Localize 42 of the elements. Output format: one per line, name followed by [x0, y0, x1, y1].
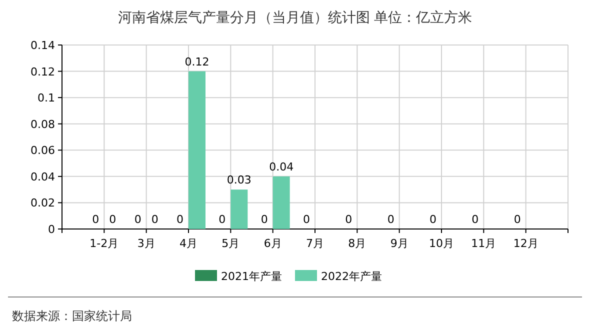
x-tick-label: 4月	[180, 237, 198, 250]
source-note: 数据来源：国家统计局	[12, 309, 132, 323]
y-tick-label: 0.04	[30, 170, 55, 184]
x-tick-label: 8月	[348, 237, 366, 250]
y-tick-label: 0	[48, 223, 55, 236]
x-tick-label: 12月	[513, 237, 538, 250]
data-label: 0	[472, 213, 479, 226]
data-label: 0	[303, 213, 310, 226]
data-label: 0.04	[269, 160, 294, 174]
data-label: 0.12	[184, 55, 210, 68]
x-tick-label: 7月	[306, 237, 324, 250]
data-label: 0.03	[226, 174, 252, 187]
y-tick-label: 0.02	[30, 196, 55, 210]
chart-title: 河南省煤层气产量分月（当月值）统计图 单位：亿立方米	[118, 10, 472, 26]
data-label: 0	[151, 213, 158, 226]
bar	[188, 71, 206, 229]
y-tick-label: 0.12	[30, 65, 55, 78]
x-tick-label: 3月	[137, 237, 156, 250]
bar	[272, 176, 290, 229]
data-label: 0	[387, 213, 394, 226]
data-label: 0	[430, 213, 436, 226]
x-tick-label: 6月	[264, 237, 282, 250]
bar	[230, 190, 248, 229]
x-tick-label: 1-2月	[90, 237, 119, 250]
data-label: 0	[134, 213, 142, 226]
legend-label: 2022年产量	[321, 270, 382, 283]
y-tick-label: 0.1	[38, 92, 55, 105]
x-tick-label: 9月	[390, 237, 408, 250]
y-tick-label: 0.08	[30, 118, 55, 131]
legend-label: 2021年产量	[221, 270, 282, 283]
data-label: 0	[260, 213, 268, 226]
y-tick-label: 0.06	[30, 144, 55, 158]
data-label: 0	[176, 213, 184, 226]
data-label: 0	[92, 213, 100, 226]
data-label: 0	[218, 213, 226, 226]
data-label: 0	[514, 213, 521, 226]
y-tick-label: 0.14	[30, 39, 55, 52]
data-label: 0	[109, 213, 116, 226]
data-label: 0	[345, 213, 352, 226]
x-tick-label: 5月	[222, 237, 240, 250]
x-tick-label: 11月	[471, 237, 496, 250]
x-tick-label: 10月	[429, 237, 454, 250]
